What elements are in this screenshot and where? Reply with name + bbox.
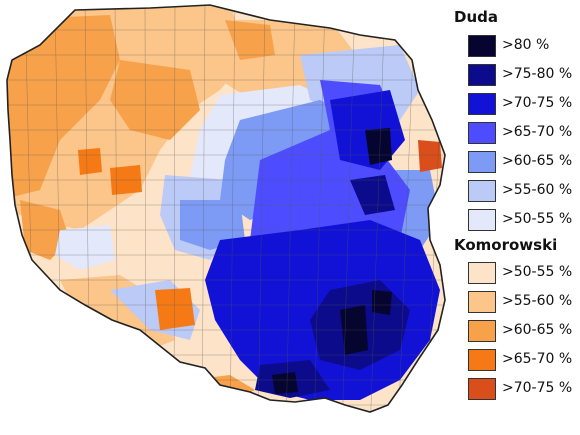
legend-label: >55-60 % — [502, 182, 573, 198]
legend-swatch — [468, 151, 496, 173]
legend-label: >65-70 % — [502, 124, 573, 140]
legend-swatch — [468, 378, 496, 400]
legend-swatch — [468, 320, 496, 342]
legend-swatch — [468, 64, 496, 86]
legend-label: >60-65 % — [502, 153, 573, 169]
legend-label: >70-75 % — [502, 380, 573, 396]
legend-swatch — [468, 209, 496, 231]
legend-label: >65-70 % — [502, 351, 573, 367]
legend-swatch — [468, 349, 496, 371]
legend-label: >50-55 % — [502, 264, 573, 280]
legend-swatch — [468, 180, 496, 202]
legend-title-komorowski: Komorowski — [454, 236, 558, 254]
legend-label: >50-55 % — [502, 211, 573, 227]
legend-label: >55-60 % — [502, 293, 573, 309]
legend-swatch — [468, 35, 496, 57]
legend-label: >60-65 % — [502, 322, 573, 338]
legend-swatch — [468, 93, 496, 115]
legend-swatch — [468, 122, 496, 144]
legend-label: >75-80 % — [502, 66, 573, 82]
legend-swatch — [468, 262, 496, 284]
legend-label: >80 % — [502, 37, 550, 53]
legend-title-duda: Duda — [454, 8, 498, 26]
legend: Duda Komorowski >80 % >75-80 % >70-75 % >65… — [448, 0, 580, 435]
legend-label: >70-75 % — [502, 95, 573, 111]
legend-swatch — [468, 291, 496, 313]
poland-county-map — [6, 4, 446, 413]
